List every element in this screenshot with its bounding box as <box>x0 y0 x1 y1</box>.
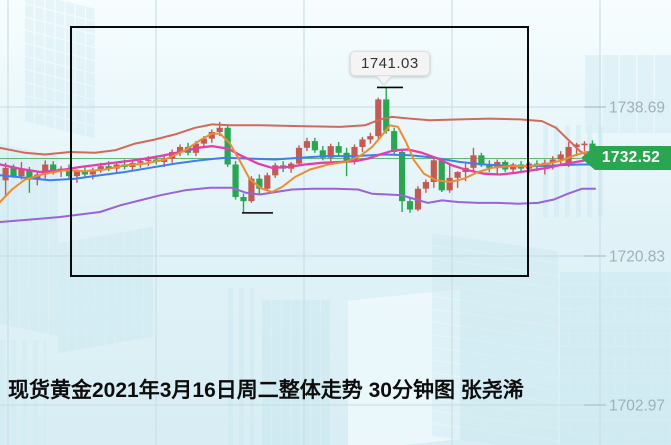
high-price-tooltip-value: 1741.03 <box>350 51 430 76</box>
svg-text:1702.97: 1702.97 <box>609 398 665 415</box>
current-price-badge: 1732.52 <box>581 146 671 170</box>
svg-text:1720.83: 1720.83 <box>609 249 665 266</box>
chart-caption: 现货黄金2021年3月16日周二整体走势 30分钟图 张尧浠 <box>8 379 524 402</box>
high-price-tooltip: 1741.03 <box>350 51 430 84</box>
tooltip-pointer <box>377 76 391 84</box>
svg-text:1738.69: 1738.69 <box>609 100 665 117</box>
